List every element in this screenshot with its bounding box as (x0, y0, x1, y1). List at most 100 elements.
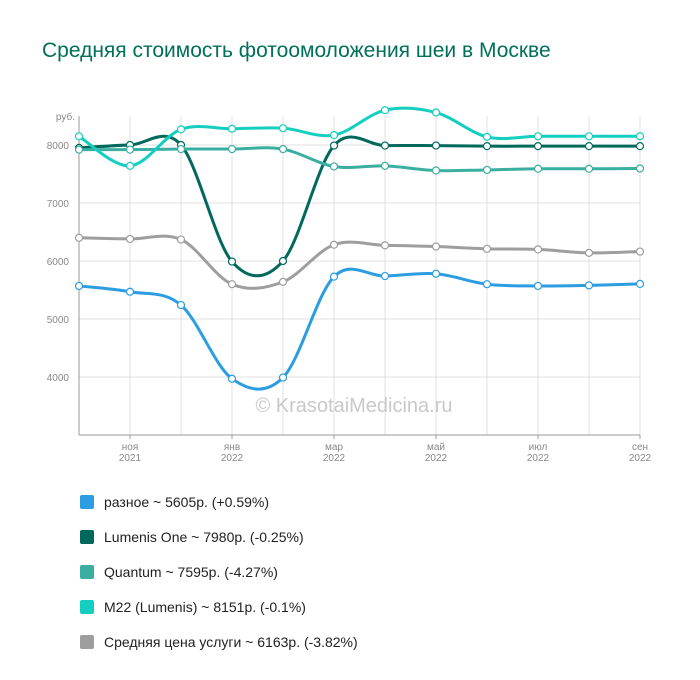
legend-item[interactable]: Lumenis One ~ 7980р. (-0.25%) (80, 519, 358, 554)
data-point (380, 161, 390, 170)
data-point (482, 142, 492, 151)
data-point (584, 248, 594, 257)
data-point (533, 245, 543, 254)
data-point (227, 280, 237, 289)
data-point (533, 281, 543, 291)
legend-item[interactable]: M22 (Lumenis) ~ 8151р. (-0.1%) (80, 589, 358, 624)
legend-label: разное ~ 5605р. (+0.59%) (104, 493, 269, 510)
data-point (635, 132, 645, 141)
data-point (329, 131, 339, 140)
data-point (533, 164, 543, 173)
data-point (176, 125, 186, 134)
chart-ticks: 40005000600070008000руб.ноя2021янв2022ма… (47, 111, 652, 464)
data-point (635, 279, 645, 289)
series-line-1 (77, 134, 642, 278)
legend-swatch (80, 599, 94, 614)
x-tick-year: 2022 (629, 453, 652, 464)
data-point (227, 144, 237, 154)
data-point (329, 272, 339, 281)
data-point (584, 132, 594, 141)
data-point (125, 234, 135, 244)
chart-axes (78, 116, 641, 439)
y-tick-label: 6000 (47, 257, 70, 268)
data-point (635, 247, 645, 256)
data-point (584, 164, 594, 173)
data-point (74, 281, 84, 291)
data-point (584, 281, 594, 290)
legend-item[interactable]: Quantum ~ 7595р. (-4.27%) (80, 554, 358, 589)
data-point (278, 124, 288, 133)
data-point (380, 271, 390, 281)
x-tick-year: 2022 (221, 453, 244, 464)
legend-label: Средняя цена услуги ~ 6163р. (-3.82%) (104, 633, 358, 650)
data-point (431, 269, 441, 278)
legend-swatch (80, 529, 94, 544)
data-point (329, 240, 339, 249)
legend-label: Lumenis One ~ 7980р. (-0.25%) (104, 528, 304, 545)
data-point (533, 142, 543, 151)
chart-lines (77, 106, 642, 391)
data-point (329, 162, 339, 171)
data-point (227, 257, 237, 266)
data-point (74, 132, 84, 141)
data-point (380, 106, 390, 115)
data-point (482, 132, 492, 141)
data-point (278, 256, 288, 266)
legend-item[interactable]: Средняя цена услуги ~ 6163р. (-3.82%) (80, 624, 358, 659)
series-line-4 (77, 234, 642, 290)
data-point (176, 144, 186, 154)
legend-swatch (80, 634, 94, 649)
y-tick-label: 4000 (47, 373, 70, 384)
data-point (584, 142, 594, 151)
data-point (635, 164, 645, 173)
data-point (431, 141, 441, 150)
x-tick-year: 2021 (119, 453, 142, 464)
chart-title: Средняя стоимость фотоомоложения шеи в М… (42, 39, 551, 62)
data-point (431, 166, 441, 175)
data-point (74, 233, 84, 242)
x-tick-label: мар (325, 442, 343, 453)
x-tick-year: 2022 (527, 453, 550, 464)
data-point (380, 141, 390, 150)
x-tick-year: 2022 (425, 453, 448, 464)
x-tick-label: май (427, 442, 445, 453)
data-point (431, 108, 441, 117)
y-axis-unit: руб. (56, 111, 75, 123)
data-point (125, 145, 135, 154)
legend-swatch (80, 564, 94, 579)
x-tick-label: сен (632, 442, 648, 453)
data-point (482, 244, 492, 253)
data-point (125, 287, 135, 296)
data-point (125, 161, 135, 170)
data-point (176, 235, 186, 244)
data-point (635, 142, 645, 151)
x-tick-label: июл (529, 442, 548, 453)
y-tick-label: 8000 (47, 141, 70, 152)
legend: разное ~ 5605р. (+0.59%) Lumenis One ~ 79… (80, 484, 358, 659)
x-tick-label: ноя (122, 442, 139, 453)
data-point (431, 242, 441, 251)
chart-points (74, 106, 645, 383)
data-point (329, 141, 339, 150)
data-point (482, 280, 492, 289)
data-point (74, 145, 84, 154)
watermark: © KrasotaiMedicina.ru (255, 395, 452, 417)
data-point (227, 374, 237, 383)
legend-label: M22 (Lumenis) ~ 8151р. (-0.1%) (104, 598, 306, 615)
data-point (482, 165, 492, 175)
data-point (278, 277, 288, 286)
x-tick-label: янв (224, 442, 240, 453)
data-point (278, 144, 288, 154)
y-tick-label: 7000 (47, 199, 70, 210)
legend-label: Quantum ~ 7595р. (-4.27%) (104, 563, 278, 580)
series-line-0 (77, 267, 642, 391)
chart-grid (78, 116, 641, 435)
y-tick-label: 5000 (47, 315, 70, 326)
x-tick-year: 2022 (323, 453, 346, 464)
series-line-2 (77, 146, 642, 173)
data-point (176, 300, 186, 310)
legend-item[interactable]: разное ~ 5605р. (+0.59%) (80, 484, 358, 519)
data-point (278, 373, 288, 382)
data-point (533, 132, 543, 141)
